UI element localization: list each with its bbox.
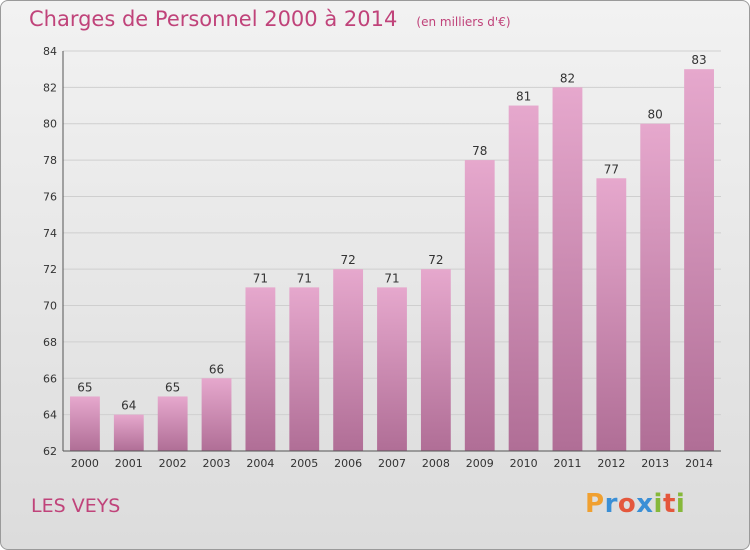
proxiti-logo: Proxiti bbox=[585, 489, 685, 519]
bar-2000 bbox=[70, 396, 100, 451]
chart-title: Charges de Personnel 2000 à 2014 bbox=[29, 7, 398, 31]
x-tick-labels: 2000 2001 2002 2003 2004 2005 2006 2007 2008 2009… bbox=[71, 457, 713, 470]
bar-2013 bbox=[640, 123, 671, 452]
x-tick-label: 2005 bbox=[290, 457, 318, 470]
y-tick-label: 82 bbox=[43, 81, 57, 94]
x-tick-label: 2002 bbox=[159, 457, 187, 470]
x-tick-label: 2010 bbox=[510, 457, 538, 470]
place-name: LES VEYS bbox=[31, 495, 121, 517]
bars bbox=[70, 69, 714, 452]
data-label: 78 bbox=[472, 144, 487, 158]
data-label: 83 bbox=[691, 53, 706, 67]
x-tick-label: 2012 bbox=[597, 457, 625, 470]
data-label: 66 bbox=[209, 362, 224, 376]
x-tick-label: 2011 bbox=[553, 457, 581, 470]
data-label: 65 bbox=[165, 380, 180, 394]
data-label: 72 bbox=[340, 253, 355, 267]
y-tick-label: 76 bbox=[43, 190, 57, 203]
bar-2007 bbox=[377, 287, 407, 451]
x-tick-label: 2001 bbox=[115, 457, 143, 470]
y-tick-label: 74 bbox=[43, 227, 57, 240]
x-tick-label: 2004 bbox=[246, 457, 274, 470]
x-tick-label: 2003 bbox=[203, 457, 231, 470]
bar-2001 bbox=[113, 414, 144, 451]
data-label: 71 bbox=[253, 271, 268, 285]
data-label: 72 bbox=[428, 253, 443, 267]
logo-letter: P bbox=[585, 489, 605, 519]
logo-letter: x bbox=[636, 489, 654, 519]
bar-2010 bbox=[508, 105, 539, 451]
x-tick-label: 2000 bbox=[71, 457, 99, 470]
bar-2004 bbox=[245, 287, 276, 451]
bar-2003 bbox=[201, 378, 232, 451]
x-tick-label: 2006 bbox=[334, 457, 362, 470]
logo-letter: i bbox=[675, 489, 686, 519]
bar-2006 bbox=[333, 269, 364, 451]
x-tick-label: 2009 bbox=[466, 457, 494, 470]
title-row: Charges de Personnel 2000 à 2014 (en mil… bbox=[29, 7, 511, 31]
x-tick-label: 2008 bbox=[422, 457, 450, 470]
y-tick-label: 64 bbox=[43, 409, 57, 422]
logo-letter: t bbox=[662, 489, 676, 519]
bar-2005 bbox=[289, 287, 320, 451]
y-tick-label: 78 bbox=[43, 154, 57, 167]
data-label: 82 bbox=[560, 71, 575, 85]
y-tick-label: 70 bbox=[43, 300, 57, 313]
bar-2011 bbox=[552, 87, 583, 451]
y-tick-label: 72 bbox=[43, 263, 57, 276]
bar-2008 bbox=[420, 269, 451, 451]
y-tick-label: 62 bbox=[43, 445, 57, 458]
y-tick-labels: 62 64 66 68 70 72 74 76 78 80 82 84 bbox=[43, 45, 57, 458]
data-label: 65 bbox=[77, 380, 92, 394]
logo-letter: o bbox=[617, 489, 637, 519]
bar-2014 bbox=[684, 69, 714, 451]
data-label: 71 bbox=[297, 271, 312, 285]
y-tick-label: 66 bbox=[43, 372, 57, 385]
x-tick-label: 2007 bbox=[378, 457, 406, 470]
bar-2002 bbox=[157, 396, 188, 451]
chart-subtitle: (en milliers d'€) bbox=[416, 15, 511, 29]
data-label: 71 bbox=[384, 271, 399, 285]
data-label: 80 bbox=[648, 108, 663, 122]
data-label: 77 bbox=[604, 162, 619, 176]
y-tick-label: 84 bbox=[43, 45, 57, 58]
data-label: 64 bbox=[121, 399, 136, 413]
axes bbox=[62, 51, 721, 452]
y-tick-label: 68 bbox=[43, 336, 57, 349]
logo-letter: r bbox=[604, 489, 618, 519]
bar-2012 bbox=[596, 178, 627, 452]
data-label: 81 bbox=[516, 90, 531, 104]
logo-letter: i bbox=[653, 489, 663, 519]
bar-2009 bbox=[464, 160, 495, 451]
x-tick-label: 2014 bbox=[685, 457, 713, 470]
x-tick-label: 2013 bbox=[641, 457, 669, 470]
y-tick-label: 80 bbox=[43, 118, 57, 131]
data-labels: 65 64 65 66 71 71 72 71 72 78 81 82 77 80 83 bbox=[77, 53, 706, 412]
